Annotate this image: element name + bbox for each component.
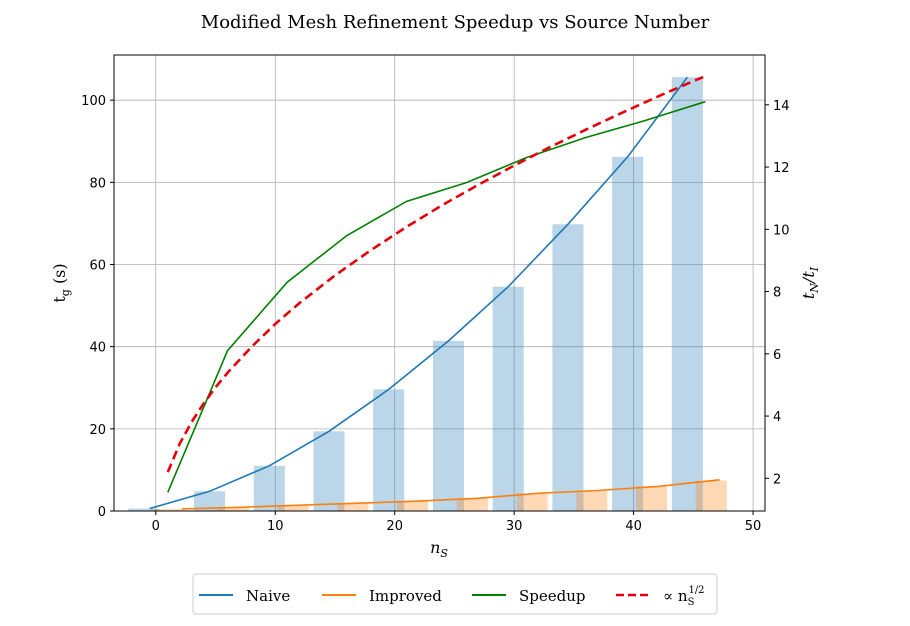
bar-improved bbox=[635, 486, 668, 511]
bar-naive bbox=[492, 286, 524, 511]
bar-naive bbox=[671, 77, 703, 512]
y-right-tick-label: 6 bbox=[773, 348, 781, 363]
y-left-tick-label: 100 bbox=[81, 94, 106, 109]
y-left-tick-label: 40 bbox=[89, 341, 106, 356]
series-line bbox=[167, 100, 706, 493]
bar-improved bbox=[397, 501, 429, 511]
y-axis-left-label: tg (s) bbox=[50, 263, 72, 302]
legend: Naive Improved Speedup ∝ nS1/2 bbox=[192, 573, 718, 615]
y-right-tick-label: 12 bbox=[773, 161, 790, 176]
plot-frame bbox=[113, 54, 766, 512]
bar-naive bbox=[432, 340, 464, 511]
y-right-tick-label: 4 bbox=[773, 410, 781, 425]
bar-naive bbox=[128, 508, 160, 511]
bar-improved bbox=[516, 493, 548, 511]
series-line bbox=[182, 479, 720, 510]
legend-label: Improved bbox=[369, 587, 442, 605]
y-right-tick-label: 10 bbox=[773, 223, 790, 238]
x-tick-label: 40 bbox=[625, 519, 642, 534]
bar-improved bbox=[456, 498, 488, 511]
y-left-tick-label: 0 bbox=[98, 505, 106, 520]
series-line bbox=[149, 76, 689, 510]
y-left-tick-label: 60 bbox=[89, 259, 106, 274]
legend-label: Speedup bbox=[519, 587, 586, 605]
y-left-tick-label: 20 bbox=[89, 423, 106, 438]
bar-improved bbox=[337, 503, 369, 511]
x-tick-label: 50 bbox=[745, 519, 762, 534]
series-line bbox=[166, 74, 706, 473]
bar-improved bbox=[217, 507, 249, 511]
bars bbox=[128, 77, 727, 512]
chart-title: Modified Mesh Refinement Speedup vs Sour… bbox=[201, 12, 710, 33]
bar-naive bbox=[253, 465, 285, 511]
bar-naive bbox=[313, 431, 345, 511]
bar-improved bbox=[152, 508, 184, 511]
bar-improved bbox=[695, 480, 727, 511]
bar-naive bbox=[612, 156, 644, 511]
legend-label: ∝ nS1/2 bbox=[663, 585, 705, 608]
y-left-tick-label: 80 bbox=[89, 176, 106, 191]
y-axis-left: 0 20 40 60 80 100 bbox=[81, 94, 114, 520]
x-axis-label: nS bbox=[430, 538, 448, 560]
y-axis-right-label: tN/tI bbox=[799, 266, 821, 299]
x-tick-label: 0 bbox=[152, 519, 160, 534]
x-tick-label: 20 bbox=[386, 519, 403, 534]
bar-improved bbox=[277, 505, 309, 511]
y-right-tick-label: 8 bbox=[773, 286, 781, 301]
series-lines bbox=[149, 74, 720, 510]
y-right-tick-label: 2 bbox=[773, 472, 781, 487]
legend-box bbox=[192, 573, 718, 615]
bar-improved bbox=[576, 490, 608, 511]
x-tick-label: 10 bbox=[267, 519, 284, 534]
bar-naive bbox=[194, 491, 226, 511]
y-axis-right: 2 4 6 8 10 12 14 bbox=[765, 99, 790, 487]
legend-label: Naive bbox=[246, 587, 290, 605]
x-tick-label: 30 bbox=[506, 519, 523, 534]
bar-naive bbox=[552, 224, 584, 511]
x-axis: 0 10 20 30 40 50 bbox=[152, 511, 762, 534]
bar-naive bbox=[373, 389, 405, 511]
y-right-tick-label: 14 bbox=[773, 99, 790, 114]
